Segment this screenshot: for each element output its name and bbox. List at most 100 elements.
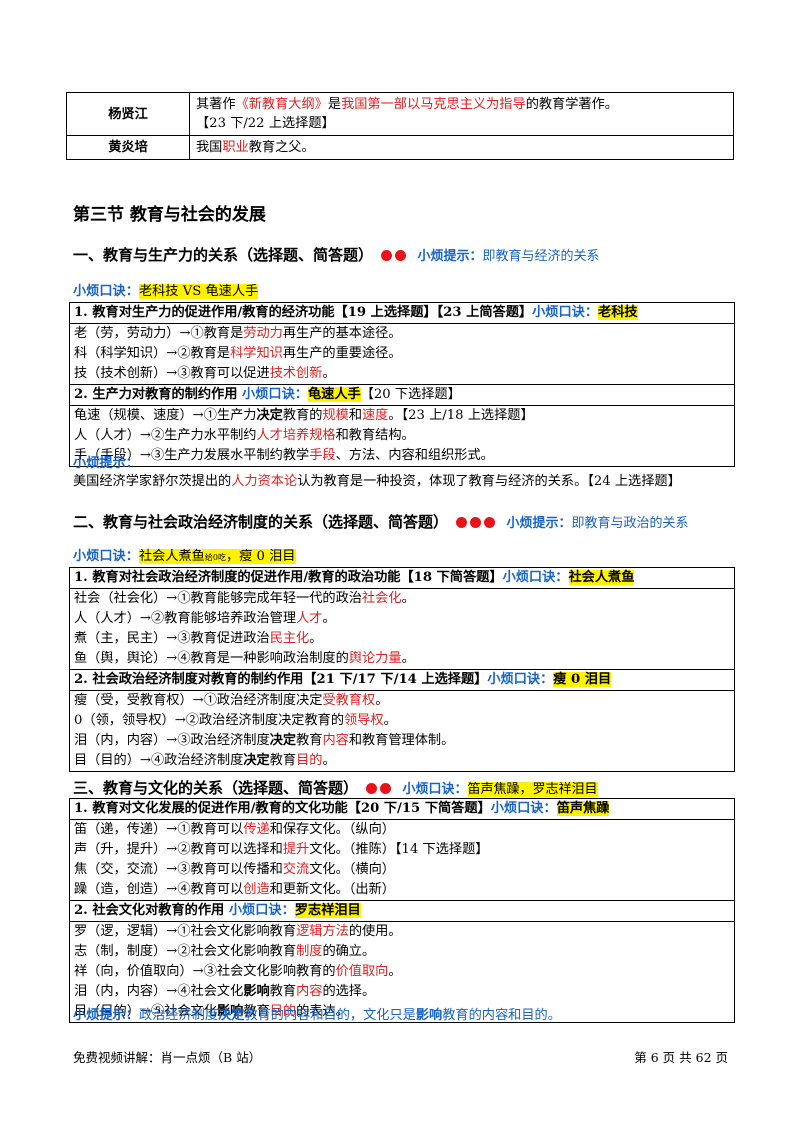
page-number: 第 6 页 共 62 页	[634, 1050, 728, 1065]
box-heading: 2. 生产力对教育的制约作用 小烦口诀：龟速人手【20 下选择题】	[70, 384, 734, 406]
text-span: 人才	[296, 611, 323, 626]
desc-red: 职业	[222, 140, 249, 155]
mnemonic-label: 小烦口诀：	[73, 284, 139, 299]
s1-mnemonic: 小烦口诀：老科技 VS 龟速人手	[73, 282, 259, 302]
text-span: 影响	[216, 1004, 244, 1019]
text-span: 技术创新	[269, 366, 323, 381]
tip-label: 小烦提示：	[73, 1008, 139, 1023]
footer-left: 免费视频讲解：肖一点烦（B 站）	[73, 1050, 262, 1065]
text-span: 。	[375, 693, 389, 708]
heading-text: 1. 教育对社会政治经济制度的促进作用/教育的政治功能【18 下简答题】	[74, 570, 503, 585]
text-span: 认为教育是一种投资，体现了教育与经济的关系。【24 上选择题】	[297, 474, 681, 489]
tip-label: 小烦提示：	[506, 516, 572, 531]
text-span: 科学知识	[230, 346, 283, 361]
s3-heading: 三、教育与文化的关系（选择题、简答题） 小烦口诀：笛声焦躁，罗志祥泪目	[73, 777, 598, 798]
text-span: 。	[309, 631, 323, 646]
text-span: 社会（社会化）→①教育能够完成年轻一代的政治	[74, 591, 362, 606]
desc-red: 《新教育大纲》	[235, 97, 328, 112]
text-span: 目（目的）→⑤社会文化	[74, 1004, 217, 1019]
text-span: 内容	[322, 733, 349, 748]
text-span: 传递	[243, 822, 270, 837]
s1-box: 1. 教育对生产力的促进作用/教育的经济功能【19 上选择题】【23 上简答题】…	[69, 302, 735, 467]
heading-text: 2. 生产力对教育的制约作用	[74, 387, 243, 402]
tip-label: 小烦提示：	[417, 249, 483, 264]
section-title: 第三节 教育与社会的发展	[73, 205, 266, 225]
red-dot-icon	[380, 783, 392, 794]
red-dot-icon	[366, 783, 378, 794]
text-span: 的确立。	[322, 944, 376, 959]
text-span: 目（目的）→④政治经济制度	[74, 753, 244, 768]
text-span: 。	[388, 964, 402, 979]
list-item: 老（劳，劳动力）→①教育是劳动力再生产的基本途径。	[70, 324, 734, 344]
red-dot-icon	[484, 517, 496, 528]
list-item: 泪（内，内容）→④社会文化影响教育内容的选择。	[70, 982, 734, 1002]
s2-mnemonic: 小烦口诀：社会人煮鱼给0吃，瘦 0 泪目	[73, 547, 296, 568]
text-span: 人（人才）→②生产力水平制约	[74, 428, 257, 443]
text-span: 再生产的基本途径。	[282, 326, 402, 341]
tip-label: 小烦提示：	[73, 456, 139, 471]
mnemonic-label: 小烦口诀：	[228, 903, 295, 918]
text-span: 祥（向，价值取向）→③社会文化影响教育的	[74, 964, 336, 979]
mnemonic-text: 笛声焦躁，罗志祥泪目	[467, 782, 598, 797]
s1-heading: 一、教育与生产力的关系（选择题、简答题） 小烦提示：即教育与经济的关系	[73, 244, 600, 265]
red-dot-icon	[395, 250, 407, 261]
text-span: 焦（交，交流）→③教育可以传播和	[74, 862, 283, 877]
text-span: 和	[348, 408, 362, 423]
text-span: 的表达。	[296, 1004, 349, 1019]
box-heading: 1. 教育对文化发展的促进作用/教育的文化功能【20 下/15 下简答题】小烦口…	[70, 799, 734, 820]
text-span: 和教育结构。	[335, 428, 415, 443]
text-span: 领导权	[344, 713, 384, 728]
mnemonic-label: 小烦口诀：	[73, 549, 139, 564]
list-item: 人（人才）→②教育能够培养政治管理人才。	[70, 609, 734, 629]
heading-text: 2. 社会政治经济制度对教育的制约作用【21 下/17 下/14 上选择题】	[74, 672, 488, 687]
mnemonic-label: 小烦口诀：	[490, 801, 557, 816]
mnemonic-text: 老科技	[598, 305, 638, 320]
text-span: 躁（造，创造）→④教育可以	[74, 882, 244, 897]
text-span: 泪（内，内容）→④社会文化	[74, 984, 244, 999]
list-item: 社会（社会化）→①教育能够完成年轻一代的政治社会化。	[70, 589, 734, 609]
mnemonic-label: 小烦口诀：	[402, 782, 468, 797]
person-name: 黄炎培	[66, 135, 190, 160]
mnemonic-text: 龟速人手	[307, 387, 361, 402]
heading-text: 1. 教育对生产力的促进作用/教育的经济功能【19 上选择题】【23 上简答题】	[74, 305, 533, 320]
text-span: 受教育权	[322, 693, 376, 708]
text-span: 目的	[269, 1004, 297, 1019]
list-item: 龟速（规模、速度）→①生产力决定教育的规模和速度。【23 上/18 上选择题】	[70, 406, 734, 426]
text-span: 创造	[243, 882, 270, 897]
text-span: 手（手段）→③生产力发展水平制约教学	[74, 448, 310, 463]
text-span: 决定	[256, 408, 283, 423]
s1-title: 一、教育与生产力的关系（选择题、简答题）	[73, 246, 374, 264]
text-span: 再生产的重要途径。	[282, 346, 402, 361]
text-span: 泪（内，内容）→③政治经济制度	[74, 733, 270, 748]
text-span: 。	[401, 651, 415, 666]
text-span: 。	[322, 366, 336, 381]
mnemonic-label: 小烦口诀：	[502, 570, 569, 585]
text-span: 内容	[296, 984, 323, 999]
mnemonic-label: 小烦口诀：	[487, 672, 554, 687]
person-description: 我国职业教育之父。	[189, 135, 734, 160]
text-span: 教育	[296, 733, 323, 748]
text-span: 影响	[415, 1008, 443, 1023]
text-span: 0（领，领导权）→②政治经济制度决定教育的	[74, 713, 345, 728]
tip-text: 即教育与政治的关系	[571, 516, 689, 531]
text-span: ，瘦 0 泪目	[225, 549, 296, 564]
list-item: 0（领，领导权）→②政治经济制度决定教育的领导权。	[70, 711, 734, 731]
text-span: 和更新文化。（出新）	[269, 882, 395, 897]
text-span: 老（劳，劳动力）→①教育是	[74, 326, 244, 341]
mnemonic-text: 老科技 VS 龟速人手	[138, 284, 259, 299]
s2-title: 二、教育与社会政治经济制度的关系（选择题、简答题）	[73, 513, 449, 531]
text-span: 的选择。	[322, 984, 376, 999]
text-span: 教育	[243, 1004, 270, 1019]
list-item: 煮（主，民主）→③教育促进政治民主化。	[70, 629, 734, 649]
text-span: 人才培养规格	[256, 428, 336, 443]
list-item: 躁（造，创造）→④教育可以创造和更新文化。（出新）	[70, 880, 734, 900]
text-span: 教育的内容和目的。	[442, 1008, 561, 1023]
person-name: 杨贤江	[66, 92, 190, 136]
desc-text: 其著作	[196, 97, 236, 112]
list-item: 人（人才）→②生产力水平制约人才培养规格和教育结构。	[70, 426, 734, 446]
text-span: 。	[383, 713, 397, 728]
list-item: 焦（交，交流）→③教育可以传播和交流文化。（横向）	[70, 860, 734, 880]
text-span: 龟速（规模、速度）→①生产力	[74, 408, 257, 423]
text-span: 鱼（舆，舆论）→④教育是一种影响政治制度的	[74, 651, 349, 666]
text-span: 煮（主，民主）→③教育促进政治	[74, 631, 270, 646]
